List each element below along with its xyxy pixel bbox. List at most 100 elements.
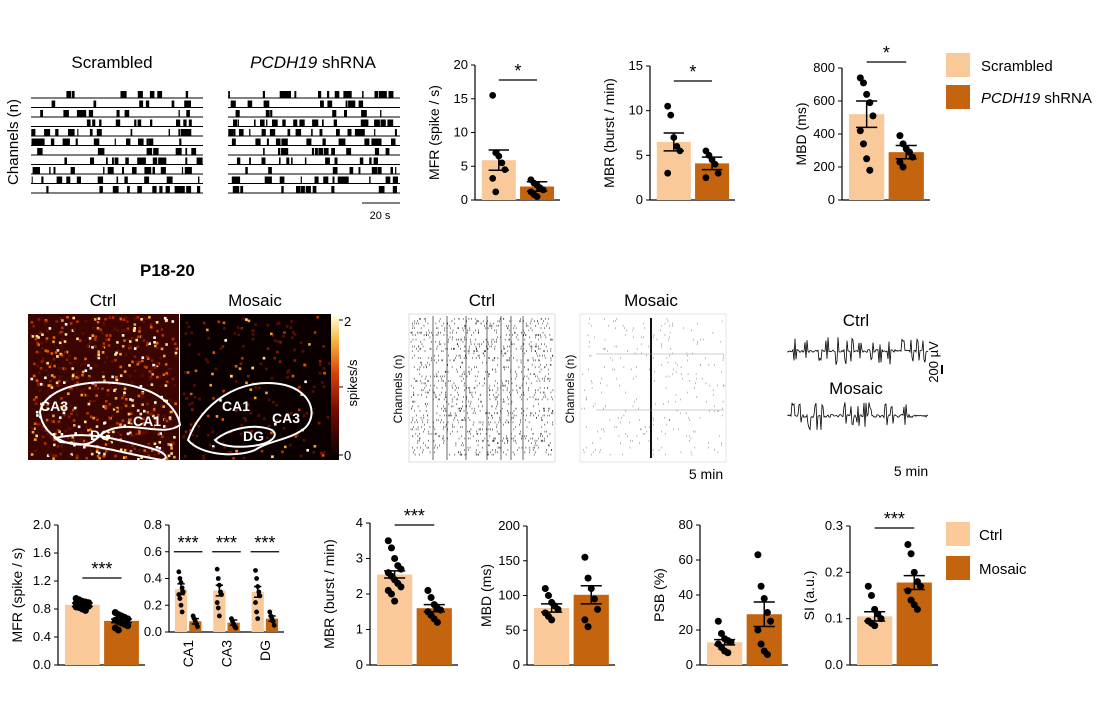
raster-burst bbox=[137, 119, 142, 127]
heatmap-pixel bbox=[71, 436, 75, 439]
raster-burst bbox=[363, 110, 365, 117]
heatmap-pixel bbox=[117, 349, 120, 352]
data-point bbox=[867, 591, 875, 600]
raster-burst bbox=[268, 167, 272, 174]
heatmap-pixel bbox=[165, 426, 168, 429]
heatmap-pixel bbox=[79, 437, 83, 440]
heatmap-pixel bbox=[240, 327, 244, 330]
heatmap-pixel bbox=[58, 332, 61, 335]
raster-channels-label: Channels (n) bbox=[5, 99, 22, 185]
legend2-swatch-mosaic bbox=[946, 556, 970, 580]
heatmap-pixel bbox=[113, 455, 116, 458]
heatmap-pixel bbox=[124, 456, 128, 459]
heatmap-pixel bbox=[40, 360, 43, 363]
sig-label: * bbox=[514, 61, 521, 81]
raster-burst bbox=[294, 91, 296, 98]
raster-burst bbox=[338, 138, 344, 146]
heatmap-pixel bbox=[89, 366, 93, 370]
data-point bbox=[254, 576, 259, 581]
heatmap-pixel bbox=[31, 427, 34, 430]
heatmap-pixel bbox=[71, 378, 74, 381]
heatmap-pixel bbox=[111, 414, 115, 417]
y-tick-label: 40 bbox=[679, 587, 693, 602]
heatmap-pixel bbox=[60, 444, 64, 448]
heatmap-pixel bbox=[159, 432, 162, 435]
data-point bbox=[178, 580, 184, 585]
heatmap-pixel bbox=[136, 335, 140, 339]
heatmap-ctrl bbox=[28, 314, 179, 461]
heatmap-pixel bbox=[108, 316, 112, 319]
heatmap-pixel bbox=[246, 403, 250, 406]
heatmap-pixel bbox=[223, 446, 226, 449]
y-tick-label: 0 bbox=[461, 192, 468, 207]
heatmap-pixel bbox=[190, 423, 193, 426]
heatmap-pixel bbox=[184, 332, 188, 335]
heatmap-pixel bbox=[171, 337, 175, 341]
heatmap-pixel bbox=[257, 414, 261, 417]
data-point bbox=[714, 617, 722, 625]
data-point bbox=[869, 112, 877, 120]
heatmap-pixel bbox=[54, 351, 58, 354]
heatmap-pixel bbox=[254, 323, 257, 326]
heatmap-pixel bbox=[94, 384, 97, 387]
raster-burst bbox=[293, 119, 298, 127]
heatmap-pixel bbox=[130, 433, 133, 437]
raster-burst bbox=[333, 119, 337, 127]
heatmap-pixel bbox=[184, 371, 187, 374]
raster-burst bbox=[184, 100, 190, 108]
heatmap-pixel bbox=[70, 412, 73, 415]
heatmap-pixel bbox=[91, 334, 95, 337]
heatmap-pixel bbox=[59, 452, 62, 456]
raster-burst bbox=[144, 167, 147, 174]
heatmap-pixel bbox=[174, 402, 177, 405]
data-point bbox=[702, 174, 710, 182]
data-point bbox=[216, 582, 222, 588]
heatmap-pixel bbox=[135, 432, 139, 436]
heatmap-pixel bbox=[103, 361, 107, 364]
heatmap-pixel bbox=[274, 423, 277, 426]
heatmap-pixel bbox=[191, 433, 195, 437]
heatmap-pixel bbox=[140, 335, 144, 339]
data-point bbox=[910, 568, 918, 576]
raster-burst bbox=[55, 129, 59, 136]
data-point bbox=[179, 609, 185, 615]
heatmap-pixel bbox=[275, 403, 278, 407]
heatmap-pixel bbox=[174, 351, 178, 355]
raster-burst bbox=[232, 186, 238, 193]
heatmap-pixel bbox=[131, 411, 135, 414]
heatmap-pixel bbox=[146, 355, 149, 358]
heatmap-pixel bbox=[293, 333, 297, 336]
heatmap-pixel bbox=[102, 375, 105, 379]
heatmap-pixel bbox=[57, 420, 61, 423]
heatmap-pixel bbox=[273, 356, 276, 360]
heatmap-pixel bbox=[39, 331, 42, 335]
heatmap-pixel bbox=[64, 429, 67, 433]
heatmap-pixel bbox=[137, 394, 141, 398]
raster-burst bbox=[385, 148, 390, 155]
heatmap-pixel bbox=[86, 344, 90, 348]
heatmap-pixel bbox=[32, 324, 35, 328]
data-point bbox=[896, 132, 904, 140]
raster-burst bbox=[391, 138, 396, 146]
raster-burst bbox=[344, 91, 350, 98]
raster-burst bbox=[191, 148, 197, 155]
sig-label: *** bbox=[404, 506, 425, 526]
data-point bbox=[387, 544, 395, 552]
raster-burst bbox=[40, 110, 43, 117]
sig-label: * bbox=[689, 62, 696, 82]
data-point bbox=[177, 576, 183, 581]
y-tick-label: 15 bbox=[454, 91, 468, 106]
heatmap-pixel bbox=[32, 398, 36, 401]
data-point bbox=[717, 629, 725, 638]
y-tick-label: 0.0 bbox=[144, 624, 162, 639]
raster-burst bbox=[124, 176, 128, 184]
heatmap-pixel bbox=[57, 379, 61, 383]
heatmap-pixel bbox=[78, 339, 82, 342]
heatmap-pixel bbox=[270, 376, 274, 380]
raster-burst bbox=[71, 91, 75, 98]
heatmap-pixel bbox=[96, 326, 100, 330]
heatmap-pixel bbox=[237, 333, 240, 337]
raster-burst bbox=[380, 119, 386, 127]
heatmap-pixel bbox=[141, 391, 144, 395]
